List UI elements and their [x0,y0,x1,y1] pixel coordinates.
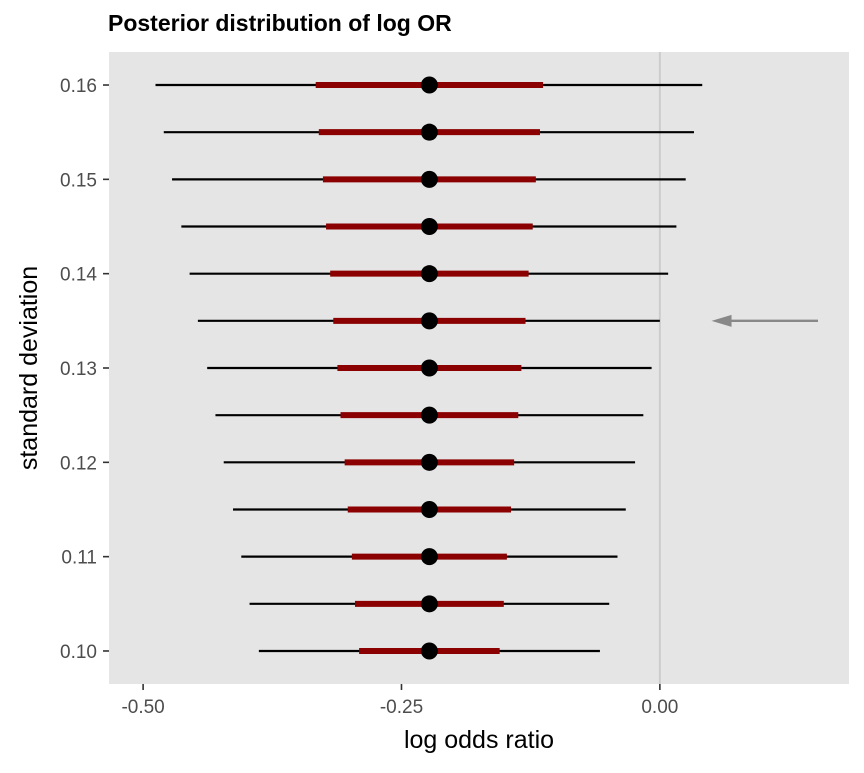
y-tick-label: 0.16 [60,76,97,97]
median-point [420,453,438,471]
y-tick-label: 0.15 [60,170,97,191]
median-point [420,123,438,141]
x-tick-label: -0.50 [121,697,164,718]
x-tick-label: -0.25 [380,697,423,718]
y-tick-label: 0.11 [61,548,97,569]
arrow-head [711,314,732,327]
median-point [420,595,438,613]
chart-title: Posterior distribution of log OR [108,10,452,36]
y-tick-label: 0.13 [60,359,97,380]
y-tick-label: 0.14 [60,265,97,286]
y-tick-label: 0.10 [60,642,97,663]
median-point [420,265,438,283]
median-point [420,642,438,660]
median-point [420,359,438,377]
median-point [420,548,438,566]
median-point [420,406,438,424]
median-point [420,170,438,188]
y-axis-title: standard deviation [15,266,43,470]
y-tick-label: 0.12 [60,453,97,474]
median-point [420,500,438,518]
x-axis-title: log odds ratio [404,726,554,754]
median-point [420,218,438,236]
median-point [420,312,438,330]
x-tick-label: 0.00 [641,697,678,718]
median-point [420,76,438,94]
